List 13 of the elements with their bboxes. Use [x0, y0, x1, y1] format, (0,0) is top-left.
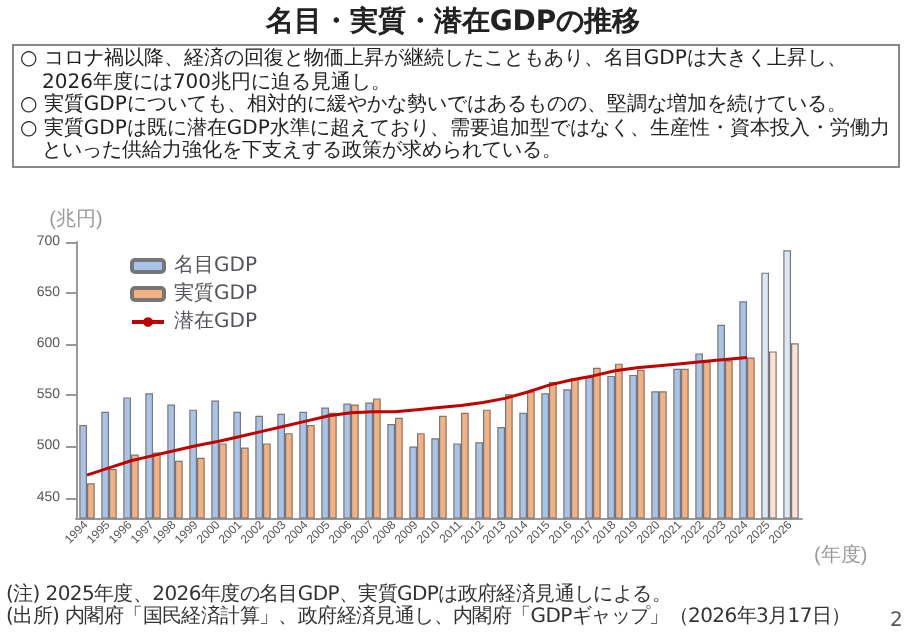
text: 2	[890, 610, 903, 632]
text: (出所) 内閣府「国民経済計算」、政府経済見通し、内閣府「GDPギャップ」（2026年3月17日）	[6, 606, 853, 628]
x-axis-title: (年度)	[814, 543, 868, 567]
legend-label: 名目GDP	[174, 253, 257, 277]
legend-label: 実質GDP	[174, 281, 257, 305]
text: (注) 2025年度、2026年度の名目GDP、実質GDPは政府経済見通しによる。	[6, 584, 674, 606]
y-axis-title: (兆円)	[49, 207, 103, 231]
chart-title: 名目・実質・潜在GDPの推移	[263, 4, 643, 40]
text: ○ 実質GDPについても、相対的に緩やかな勢いではあるものの、堅調な増加を続けている。	[20, 94, 849, 117]
legend-label: 潜在GDP	[174, 309, 257, 333]
text: ○ 実質GDPは既に潜在GDP水準に超えており、需要追加型ではなく、生産性・資本投入・労働力といった供給力強化を下支えする政策が求められている。	[20, 117, 892, 163]
line-series	[85, 356, 749, 477]
text: ○ コロナ禍以降、経済の回復と物価上昇が継続したこともあり、名目GDPは大きく上昇し、2026年度には700兆円に迫る見通し。	[20, 48, 849, 93]
